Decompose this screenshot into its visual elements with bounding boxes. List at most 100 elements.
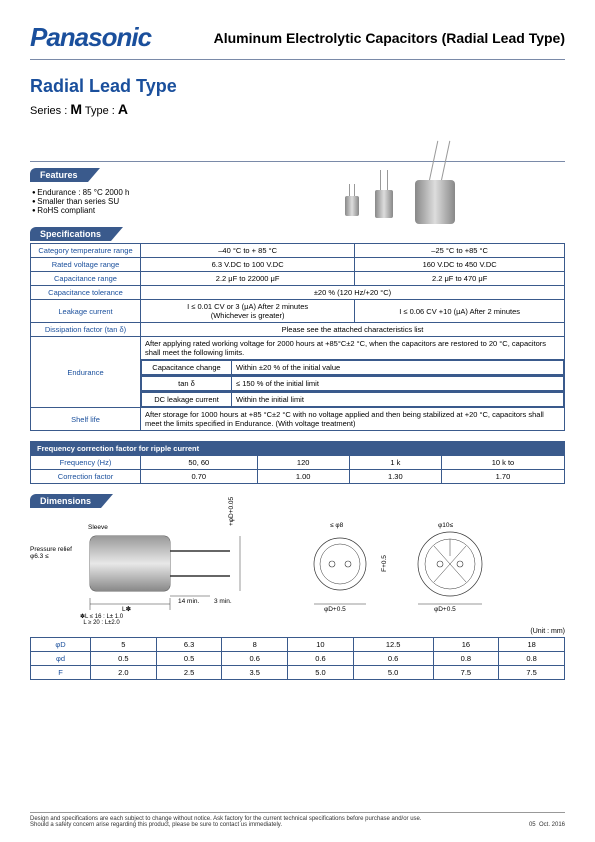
product-photo	[305, 166, 525, 236]
specifications-section: Specifications Category temperature rang…	[30, 227, 565, 431]
endur-subvalue: ≤ 150 % of the initial limit	[232, 377, 564, 391]
dimensions-table: φD 5 6.3 8 10 12.5 16 18 φd 0.5 0.5 0.6 …	[30, 637, 565, 680]
endur-subvalue: Within the initial limit	[232, 393, 564, 407]
freq-cell: 50, 60	[141, 456, 258, 470]
freq-cell: 1.70	[441, 470, 564, 484]
dim-header: 18	[499, 638, 565, 652]
dim-header: 10	[288, 638, 354, 652]
spec-value: ±20 % (120 Hz/+20 °C)	[141, 286, 565, 300]
dimensions-svg	[30, 516, 565, 626]
endur-sublabel: tan δ	[142, 377, 232, 391]
spec-value: 160 V.DC to 450 V.DC	[355, 258, 565, 272]
dim-cell: 0.6	[353, 652, 433, 666]
dim-header: 5	[91, 638, 157, 652]
frequency-tab: Frequency correction factor for ripple c…	[31, 442, 565, 456]
d005-label: +φD+0.05	[228, 497, 235, 526]
series-prefix: Series :	[30, 105, 70, 117]
dim-cell: 0.5	[91, 652, 157, 666]
dim-cell: 0.6	[288, 652, 354, 666]
freq-cell: 1 k	[349, 456, 441, 470]
dim-cell: 7.5	[433, 666, 499, 680]
dimensions-section: Dimensions	[30, 494, 565, 680]
dim-cell: 2.5	[156, 666, 222, 680]
dim-cell: 0.5	[156, 652, 222, 666]
freq-cell: 1.30	[349, 470, 441, 484]
specifications-tab: Specifications	[30, 227, 111, 241]
specifications-table: Category temperature range –40 °C to + 8…	[30, 243, 565, 431]
spec-value: –25 °C to +85 °C	[355, 244, 565, 258]
spec-label: Category temperature range	[31, 244, 141, 258]
dim-cell: 0.8	[433, 652, 499, 666]
document-title: Aluminum Electrolytic Capacitors (Radial…	[214, 30, 565, 46]
dimensions-tab: Dimensions	[30, 494, 101, 508]
series-line: Series : M Type : A	[30, 101, 565, 117]
spec-label: Rated voltage range	[31, 258, 141, 272]
dim-row-label: F	[31, 666, 91, 680]
spec-label: Capacitance range	[31, 272, 141, 286]
dim-cell: 3.5	[222, 666, 288, 680]
spec-value: 2.2 μF to 470 μF	[355, 272, 565, 286]
endur-subvalue: Within ±20 % of the initial value	[232, 361, 564, 375]
spec-value: After storage for 1000 hours at +85 °C±2…	[141, 408, 565, 431]
dim-header: 12.5	[353, 638, 433, 652]
endur-sublabel: Capacitance change	[142, 361, 232, 375]
footer: Design and specifications are each subje…	[30, 812, 565, 828]
frequency-table: Frequency correction factor for ripple c…	[30, 441, 565, 484]
dim-cell: 0.8	[499, 652, 565, 666]
dim-header: 6.3	[156, 638, 222, 652]
dim-header: φD	[31, 638, 91, 652]
frequency-section: Frequency correction factor for ripple c…	[30, 441, 565, 484]
dim-header: 16	[433, 638, 499, 652]
spec-value: 6.3 V.DC to 100 V.DC	[141, 258, 355, 272]
lnote-label: ✽L ≤ 16 : L± 1.0 L ≥ 20 : L±2.0	[80, 613, 123, 626]
spec-label: Dissipation factor (tan δ)	[31, 323, 141, 337]
title-block: Radial Lead Type Series : M Type : A	[30, 76, 565, 117]
dim-row-label: φd	[31, 652, 91, 666]
features-tab: Features	[30, 168, 88, 182]
dim-cell: 0.6	[222, 652, 288, 666]
spec-value: Please see the attached characteristics …	[141, 323, 565, 337]
page-title: Radial Lead Type	[30, 76, 565, 97]
le8-label: ≤ φ8	[330, 522, 343, 529]
header: Panasonic Aluminum Electrolytic Capacito…	[30, 22, 565, 60]
series-value: M	[70, 101, 82, 117]
dim-cell: 7.5	[499, 666, 565, 680]
pressure-label: Pressure relief φ6.3 ≤	[30, 546, 72, 560]
min14-label: 14 min.	[178, 598, 199, 605]
freq-cell: 1.00	[257, 470, 349, 484]
dim-cell: 5.0	[288, 666, 354, 680]
spec-label: Leakage current	[31, 300, 141, 323]
lstar-label: L✽	[122, 605, 131, 613]
spec-value: I ≤ 0.01 CV or 3 (μA) After 2 minutes (W…	[141, 300, 355, 323]
spec-label: Endurance	[31, 337, 141, 408]
freq-cell: 10 k to	[441, 456, 564, 470]
footer-page: 05	[529, 822, 536, 828]
min3-label: 3 min.	[214, 598, 232, 605]
f05-label: F+0.5	[381, 555, 388, 572]
phid05b-label: φD+0.5	[434, 606, 456, 613]
type-value: A	[118, 101, 128, 117]
spec-label: Shelf life	[31, 408, 141, 431]
unit-note: (Unit : mm)	[30, 628, 565, 635]
dim-cell: 5.0	[353, 666, 433, 680]
footer-date: Oct. 2016	[539, 822, 565, 828]
spec-value: 2.2 μF to 22000 μF	[141, 272, 355, 286]
freq-row-label: Frequency (Hz)	[31, 456, 141, 470]
freq-cell: 0.70	[141, 470, 258, 484]
phid05a-label: φD+0.5	[324, 606, 346, 613]
brand-logo: Panasonic	[30, 22, 151, 53]
sleeve-label: Sleeve	[88, 524, 108, 531]
dim-cell: 2.0	[91, 666, 157, 680]
spec-value: –40 °C to + 85 °C	[141, 244, 355, 258]
footer-text: Design and specifications are each subje…	[30, 816, 422, 828]
spec-label: Capacitance tolerance	[31, 286, 141, 300]
endur-sublabel: DC leakage current	[142, 393, 232, 407]
spec-value: I ≤ 0.06 CV +10 (μA) After 2 minutes	[355, 300, 565, 323]
spec-value: After applying rated working voltage for…	[141, 337, 565, 360]
dim-header: 8	[222, 638, 288, 652]
ge10-label: φ10≤	[438, 522, 453, 529]
dimensions-drawing: Sleeve Pressure relief φ6.3 ≤ L✽ ✽L ≤ 16…	[30, 516, 565, 626]
freq-row-label: Correction factor	[31, 470, 141, 484]
type-prefix: Type :	[82, 105, 118, 117]
freq-cell: 120	[257, 456, 349, 470]
